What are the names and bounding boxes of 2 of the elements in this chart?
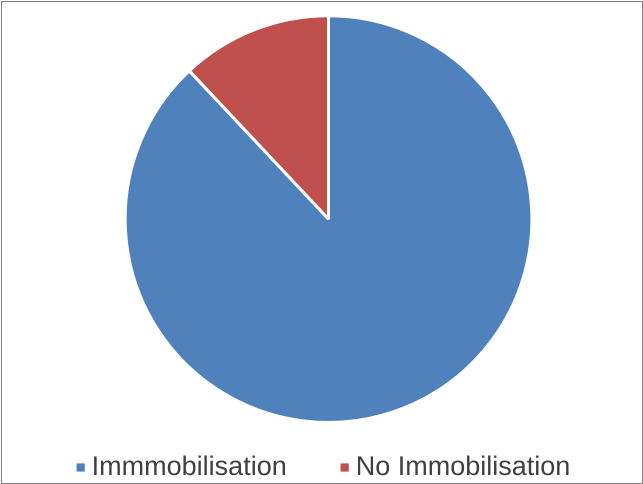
legend-label: Immmobilisation <box>92 451 287 482</box>
legend-label: No Immobilisation <box>356 451 570 482</box>
